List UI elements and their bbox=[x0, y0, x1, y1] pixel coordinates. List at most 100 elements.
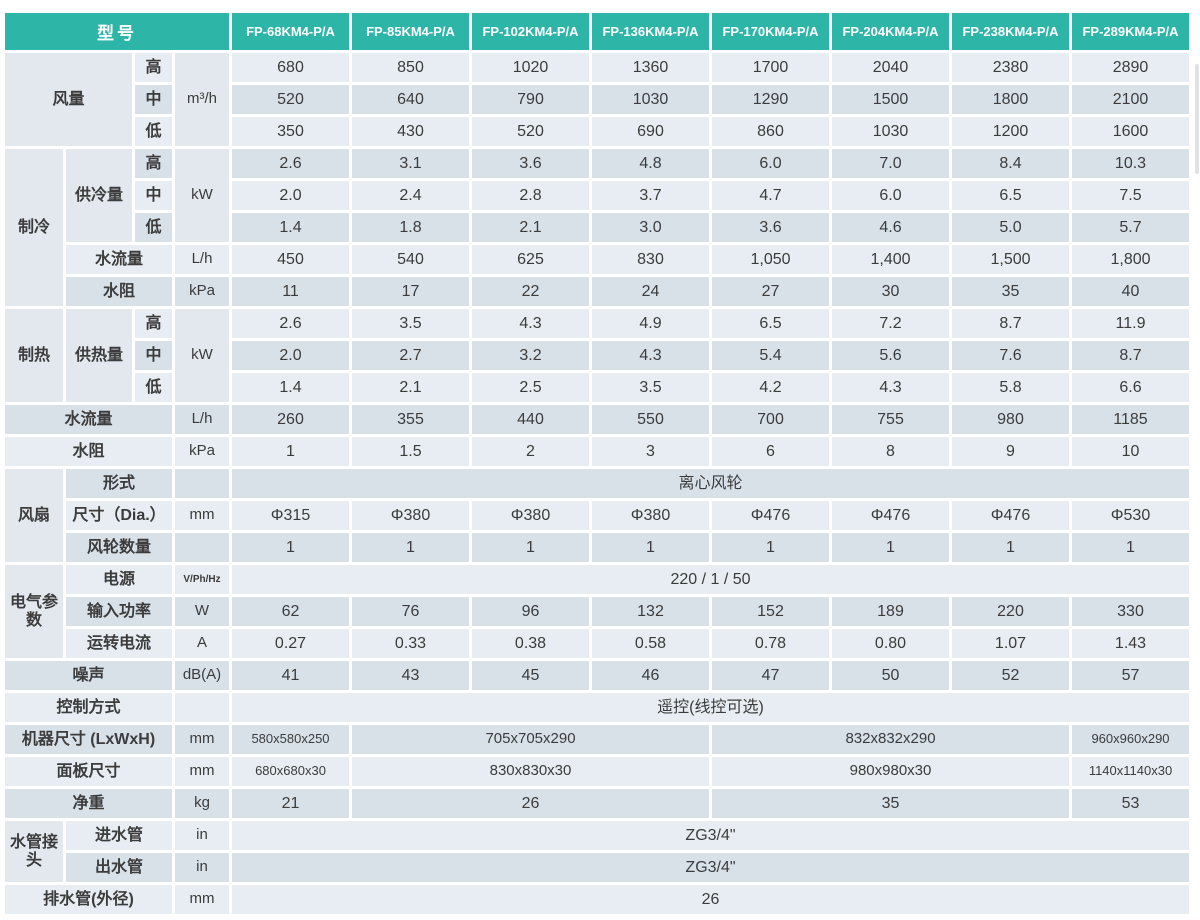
data-cell: 790 bbox=[472, 85, 589, 114]
row-label: 尺寸（Dia.） bbox=[66, 501, 172, 530]
data-cell: 220 / 1 / 50 bbox=[232, 565, 1189, 594]
data-cell: 0.58 bbox=[592, 629, 709, 658]
data-cell: 47 bbox=[712, 661, 829, 690]
data-cell: 0.80 bbox=[832, 629, 949, 658]
table-row: 机器尺寸 (LxWxH) mm 580x580x250 705x705x290 832x… bbox=[5, 725, 1189, 754]
row-label: 进水管 bbox=[66, 821, 172, 850]
model-header: FP-238KM4-P/A bbox=[952, 13, 1069, 50]
data-cell: 1 bbox=[1072, 533, 1189, 562]
unit-cell: kg bbox=[175, 789, 229, 818]
row-label: 出水管 bbox=[66, 853, 172, 882]
data-cell: 625 bbox=[472, 245, 589, 274]
row-label: 低 bbox=[135, 213, 172, 242]
row-label: 形式 bbox=[66, 469, 172, 498]
unit-cell: mm bbox=[175, 885, 229, 914]
data-cell: 1700 bbox=[712, 53, 829, 82]
data-cell: 1.07 bbox=[952, 629, 1069, 658]
data-cell: 1800 bbox=[952, 85, 1069, 114]
unit-cell: kPa bbox=[175, 277, 229, 306]
data-cell: ZG3/4" bbox=[232, 821, 1189, 850]
data-cell: 830 bbox=[592, 245, 709, 274]
unit-cell: in bbox=[175, 821, 229, 850]
model-header: FP-170KM4-P/A bbox=[712, 13, 829, 50]
data-cell: 1360 bbox=[592, 53, 709, 82]
unit-cell bbox=[175, 533, 229, 562]
data-cell: 8 bbox=[832, 437, 949, 466]
table-row: 低 1.4 2.1 2.5 3.5 4.2 4.3 5.8 6.6 bbox=[5, 373, 1189, 402]
data-cell: 2.1 bbox=[352, 373, 469, 402]
data-cell: 1.4 bbox=[232, 373, 349, 402]
model-header: FP-68KM4-P/A bbox=[232, 13, 349, 50]
data-cell: 遥控(线控可选) bbox=[232, 693, 1189, 722]
data-cell: 9 bbox=[952, 437, 1069, 466]
data-cell: 540 bbox=[352, 245, 469, 274]
data-cell: 10.3 bbox=[1072, 149, 1189, 178]
data-cell: 26 bbox=[232, 885, 1189, 914]
unit-cell: kW bbox=[175, 309, 229, 402]
data-cell: 5.4 bbox=[712, 341, 829, 370]
data-cell: 43 bbox=[352, 661, 469, 690]
model-column-corner-label: 型号 bbox=[5, 13, 229, 50]
row-label: 水流量 bbox=[5, 405, 172, 434]
data-cell: 830x830x30 bbox=[352, 757, 709, 786]
data-cell: 755 bbox=[832, 405, 949, 434]
data-cell: 2.5 bbox=[472, 373, 589, 402]
data-cell: 35 bbox=[712, 789, 1069, 818]
data-cell: 330 bbox=[1072, 597, 1189, 626]
data-cell: 3.5 bbox=[352, 309, 469, 338]
data-cell: 705x705x290 bbox=[352, 725, 709, 754]
data-cell: 6.0 bbox=[832, 181, 949, 210]
unit-cell: dB(A) bbox=[175, 661, 229, 690]
data-cell: 4.2 bbox=[712, 373, 829, 402]
unit-cell: mm bbox=[175, 725, 229, 754]
row-label: 输入功率 bbox=[66, 597, 172, 626]
data-cell: 355 bbox=[352, 405, 469, 434]
data-cell: 2100 bbox=[1072, 85, 1189, 114]
data-cell: 680x680x30 bbox=[232, 757, 349, 786]
data-cell: 1 bbox=[832, 533, 949, 562]
data-cell: Φ315 bbox=[232, 501, 349, 530]
model-header: FP-289KM4-P/A bbox=[1072, 13, 1189, 50]
unit-cell: L/h bbox=[175, 245, 229, 274]
data-cell: 260 bbox=[232, 405, 349, 434]
data-cell: 1.4 bbox=[232, 213, 349, 242]
data-cell: 6.5 bbox=[712, 309, 829, 338]
row-label: 高 bbox=[135, 149, 172, 178]
unit-cell: A bbox=[175, 629, 229, 658]
data-cell: 4.7 bbox=[712, 181, 829, 210]
data-cell: Φ476 bbox=[832, 501, 949, 530]
data-cell: 2.6 bbox=[232, 309, 349, 338]
model-header: FP-204KM4-P/A bbox=[832, 13, 949, 50]
scrollbar-fragment[interactable] bbox=[1195, 64, 1199, 174]
data-cell: 450 bbox=[232, 245, 349, 274]
data-cell: 4.8 bbox=[592, 149, 709, 178]
data-cell: 27 bbox=[712, 277, 829, 306]
data-cell: 1 bbox=[232, 437, 349, 466]
data-cell: Φ530 bbox=[1072, 501, 1189, 530]
data-cell: 350 bbox=[232, 117, 349, 146]
data-cell: 700 bbox=[712, 405, 829, 434]
data-cell: 10 bbox=[1072, 437, 1189, 466]
data-cell: 430 bbox=[352, 117, 469, 146]
table-row: 低 1.4 1.8 2.1 3.0 3.6 4.6 5.0 5.7 bbox=[5, 213, 1189, 242]
data-cell: 580x580x250 bbox=[232, 725, 349, 754]
table-row: 净重 kg 21 26 35 53 bbox=[5, 789, 1189, 818]
data-cell: 7.6 bbox=[952, 341, 1069, 370]
table-row: 水阻 kPa 11 17 22 24 27 30 35 40 bbox=[5, 277, 1189, 306]
table-row: 电气参数 电源 V/Ph/Hz 220 / 1 / 50 bbox=[5, 565, 1189, 658]
data-cell: 152 bbox=[712, 597, 829, 626]
table-row: 制冷 供冷量高 kW 2.6 3.1 3.6 4.8 6.0 7.0 8.4 10.3 bbox=[5, 149, 1189, 306]
data-cell: 8.7 bbox=[952, 309, 1069, 338]
model-header-row: 型号 FP-68KM4-P/A FP-85KM4-P/A FP-102KM4-P/A… bbox=[5, 13, 1189, 50]
data-cell: 850 bbox=[352, 53, 469, 82]
data-cell: 17 bbox=[352, 277, 469, 306]
data-cell: 440 bbox=[472, 405, 589, 434]
data-cell: 6 bbox=[712, 437, 829, 466]
data-cell: 5.0 bbox=[952, 213, 1069, 242]
row-label: 水阻 bbox=[66, 277, 172, 306]
model-header: FP-102KM4-P/A bbox=[472, 13, 589, 50]
data-cell: 22 bbox=[472, 277, 589, 306]
data-cell: 1,800 bbox=[1072, 245, 1189, 274]
table-row: 中 2.0 2.4 2.8 3.7 4.7 6.0 6.5 7.5 bbox=[5, 181, 1189, 210]
table-row: 出水管 in ZG3/4" bbox=[5, 853, 1189, 882]
